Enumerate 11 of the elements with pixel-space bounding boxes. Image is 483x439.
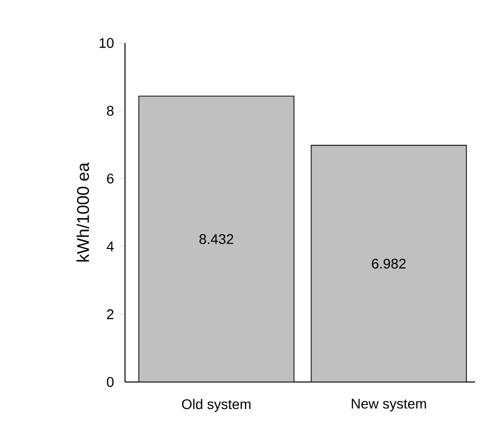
- data-label: 6.982: [372, 258, 406, 269]
- x-tick-label: New system: [352, 398, 426, 412]
- y-tick-label: 8: [106, 106, 114, 116]
- data-label: 8.432: [199, 234, 234, 244]
- y-tick-label: 2: [107, 309, 114, 320]
- y-tick-label: 0: [106, 377, 114, 387]
- x-tick-label: Old system: [182, 398, 250, 412]
- y-tick-label: 10: [100, 38, 114, 48]
- y-tick-label: 4: [106, 242, 114, 252]
- y-axis-title: kWh/1000 ea: [76, 162, 90, 262]
- y-tick-label: 6: [107, 174, 114, 184]
